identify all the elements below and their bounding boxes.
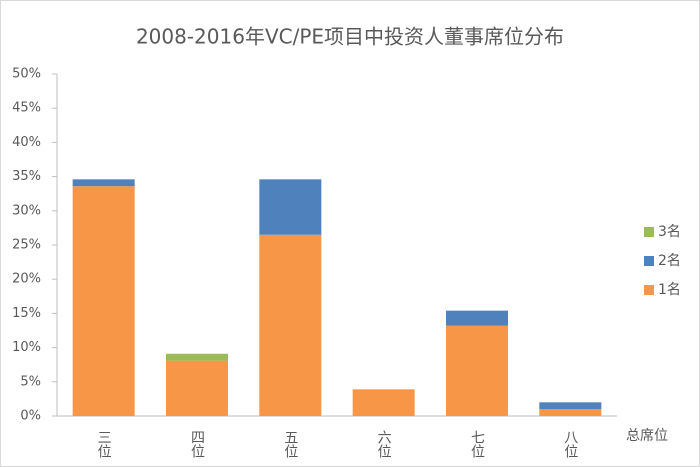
x-tick-label: 六位 [376, 430, 392, 458]
x-tick-label: 八位 [562, 430, 578, 458]
bar-segment [352, 389, 415, 416]
y-tick-label: 35% [12, 169, 41, 184]
legend-swatch [644, 285, 654, 295]
bar-segment [539, 402, 602, 410]
x-tick-label: 三位 [96, 430, 112, 458]
bar-segment [166, 353, 228, 361]
x-tick-label: 四位 [189, 430, 205, 458]
bar-segment [72, 186, 135, 416]
chart-title: 2008-2016年VC/PE项目中投资人董事席位分布 [136, 25, 564, 49]
x-tick-label: 五位 [282, 430, 298, 458]
bar-segment [166, 360, 228, 416]
legend-label: 2名 [658, 253, 681, 269]
y-tick-label: 5% [20, 374, 41, 389]
legend-label: 3名 [658, 224, 681, 240]
bar-segment [446, 310, 508, 326]
bar-segment [72, 179, 135, 187]
y-tick-label: 50% [12, 67, 41, 82]
x-axis-label: 总席位 [626, 428, 668, 444]
bar-segment [446, 325, 508, 416]
y-tick-label: 15% [12, 306, 41, 321]
bar-segment [539, 409, 602, 416]
y-tick-label: 25% [12, 238, 41, 253]
bar-segment [259, 179, 322, 235]
y-tick-label: 45% [12, 101, 41, 116]
legend-swatch [644, 227, 654, 237]
y-tick-label: 10% [12, 340, 41, 355]
x-tick-label: 七位 [469, 430, 485, 458]
y-tick-label: 20% [12, 272, 41, 287]
y-tick-label: 0% [20, 409, 41, 424]
legend-swatch [644, 256, 654, 266]
bar-segment [259, 234, 322, 416]
y-tick-label: 30% [12, 203, 41, 218]
y-tick-label: 40% [12, 135, 41, 150]
legend-label: 1名 [658, 282, 681, 298]
